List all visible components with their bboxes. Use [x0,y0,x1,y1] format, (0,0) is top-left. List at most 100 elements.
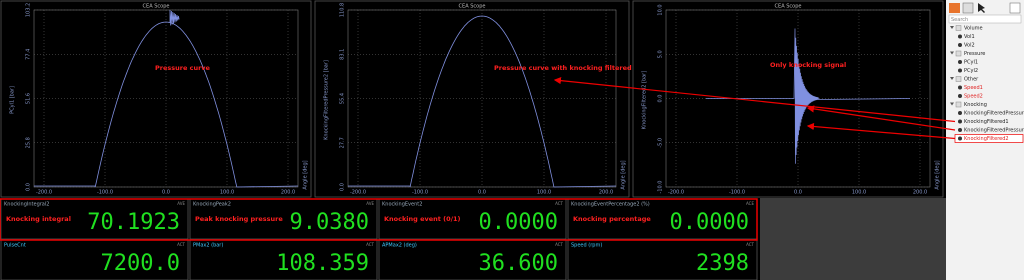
x-tick-label: 200.0 [599,190,613,196]
panel-value: 70.1923 [87,210,180,235]
scope-title: CEA Scope [459,4,486,10]
scope-frame [314,0,630,198]
expander [950,102,954,106]
panel-value: 2398 [696,251,749,276]
annotation: Pressure curve with knocking filtered ou… [494,64,646,72]
panel-header: KnockingIntegral2 [4,202,49,208]
signal-label[interactable]: KnockingFilteredPressure2 [964,128,1024,134]
signal-label[interactable]: KnockingFilteredPressure1 [964,111,1024,117]
y-tick-label: 0.0 [340,183,346,191]
y-tick-label: 103.2 [26,3,32,17]
panel-value: 9.0380 [290,210,369,235]
toolbar-icon[interactable] [962,2,974,14]
y-tick-label: 55.4 [340,93,346,104]
y-tick-label: 0.0 [26,183,32,191]
panel-tag: ACT [555,242,563,247]
waveform [348,15,617,188]
value-panel [567,198,758,240]
search-placeholder: Search [951,17,968,23]
y-tick-label: 110.8 [340,3,346,17]
x-axis-label: Angle [deg] [621,160,627,189]
panel-header: APMax2 (deg) [382,243,417,249]
x-tick-label: 0.0 [478,190,486,196]
scope-frame [0,0,312,198]
y-tick-label: 10.0 [658,4,664,15]
expander [950,51,954,55]
signal-icon [958,119,962,124]
y-tick-label: -10.0 [658,181,664,194]
panel-header: PMax2 (bar) [193,243,223,249]
signal-label[interactable]: Speed2 [964,94,983,100]
panel-tag: ACT [746,242,754,247]
x-tick-label: 100.0 [537,190,551,196]
x-tick-label: -200.0 [668,190,684,196]
y-tick-label: -5.0 [658,138,664,148]
panel-tag: AVE [366,201,374,206]
expander [950,26,954,29]
arrow [806,122,956,140]
value-panel [378,198,567,240]
folder-icon [955,25,962,31]
expander [950,77,954,80]
panel-tag: ACE [746,201,754,206]
signal-label[interactable]: PCyl1 [964,60,978,66]
signal-icon [958,43,962,47]
highlight-box [0,198,758,241]
panel-tag: ACT [555,201,563,206]
x-tick-label: -100.0 [412,190,428,196]
y-tick-label: 27.7 [340,137,346,148]
value-panel [378,239,567,280]
panel-caption: Knocking integral [6,215,71,223]
signal-label[interactable]: Vol1 [964,34,975,40]
value-panel [567,239,758,280]
group-label: Volume [964,26,983,32]
x-tick-label: -100.0 [729,190,745,196]
waveform [169,9,180,26]
group-label: Knocking [964,102,987,108]
group-label: Pressure [964,51,985,57]
scope-title: CEA Scope [775,4,802,10]
waveform [34,21,299,188]
signal-icon [958,68,962,73]
x-axis-label: Angle [deg] [935,160,941,189]
panel-value: 108.359 [276,251,369,276]
signal-icon [958,60,962,64]
x-tick-label: 200.0 [281,190,295,196]
panel-value: 0.0000 [670,210,749,235]
signal-icon [958,94,962,98]
value-panel [189,198,378,240]
panel-value: 0.0000 [479,210,558,235]
panel-header: KnockingEventPercentage2 (%) [571,202,650,208]
signal-icon [958,85,962,90]
panel-caption: Peak knocking pressure [195,215,283,223]
x-tick-label: 100.0 [852,190,866,196]
panel-value: 7200.0 [101,251,180,276]
toolbar-icon[interactable] [949,3,960,13]
signal-label[interactable]: KnockingFiltered1 [964,119,1009,125]
panel-header: PulseCnt [4,243,26,249]
panel-header: KnockingPeak2 [193,202,231,208]
signal-label[interactable]: Speed1 [964,85,983,91]
panel-caption: Knocking percentage [573,215,651,223]
search-box[interactable] [948,14,1022,24]
y-tick-label: 5.0 [658,50,664,58]
y-axis-label: KnockingFiltered2 [bar] [642,71,648,129]
group-label: Other [964,77,979,83]
scope-title: CEA Scope [143,4,170,10]
signal-label[interactable]: Vol2 [964,43,975,49]
y-tick-label: 77.4 [26,49,32,60]
annotation: Only knocking signal [770,61,846,69]
signal-icon [958,136,962,141]
toolbar-icon[interactable] [978,3,985,13]
annotation: Pressure curve [155,64,211,72]
signal-label[interactable]: KnockingFiltered2 [964,136,1009,142]
signal-label[interactable]: PCyl2 [964,68,978,74]
folder-icon [955,76,962,82]
panel-tag: ACT [366,242,374,247]
folder-icon [955,101,962,108]
panel-value: 36.600 [479,251,558,276]
signal-icon [958,34,962,39]
y-tick-label: 51.6 [26,93,32,104]
close-button[interactable] [1009,2,1021,14]
